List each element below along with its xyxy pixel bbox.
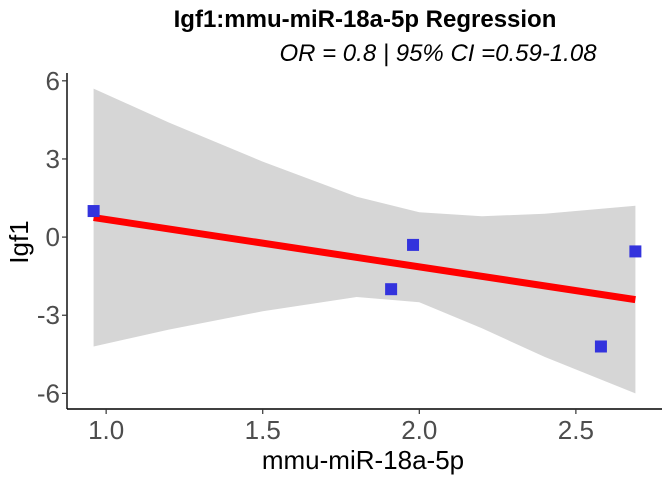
- x-tick-label: 2.5: [558, 415, 594, 445]
- x-tick-label: 1.0: [88, 415, 124, 445]
- data-point-2: [385, 283, 398, 296]
- y-tick-label: 6: [46, 66, 60, 96]
- x-axis-ticks: 1.0 1.5 2.0 2.5: [88, 409, 594, 445]
- x-axis-title: mmu-miR-18a-5p: [262, 445, 464, 475]
- data-points-layer: [87, 205, 642, 353]
- data-point-5: [629, 245, 642, 258]
- y-tick-label: 3: [46, 144, 60, 174]
- data-point-3: [407, 238, 420, 251]
- chart-title: Igf1:mmu-miR-18a-5p Regression: [174, 6, 557, 33]
- data-point-4: [594, 340, 607, 353]
- confidence-band: [93, 88, 636, 394]
- y-tick-label: 0: [46, 222, 60, 252]
- x-tick-label: 1.5: [245, 415, 281, 445]
- chart-subtitle: OR = 0.8 | 95% CI =0.59-1.08: [279, 40, 597, 67]
- y-axis-ticks: 6 3 0 -3 -6: [37, 66, 67, 408]
- y-axis-title: Igf1: [4, 220, 34, 263]
- y-tick-label: -6: [37, 378, 60, 408]
- y-tick-label: -3: [37, 300, 60, 330]
- x-tick-label: 2.0: [401, 415, 437, 445]
- confidence-band-layer: [93, 88, 636, 394]
- regression-line-layer: [93, 214, 636, 304]
- data-point-1: [87, 205, 100, 218]
- regression-line: [93, 214, 636, 304]
